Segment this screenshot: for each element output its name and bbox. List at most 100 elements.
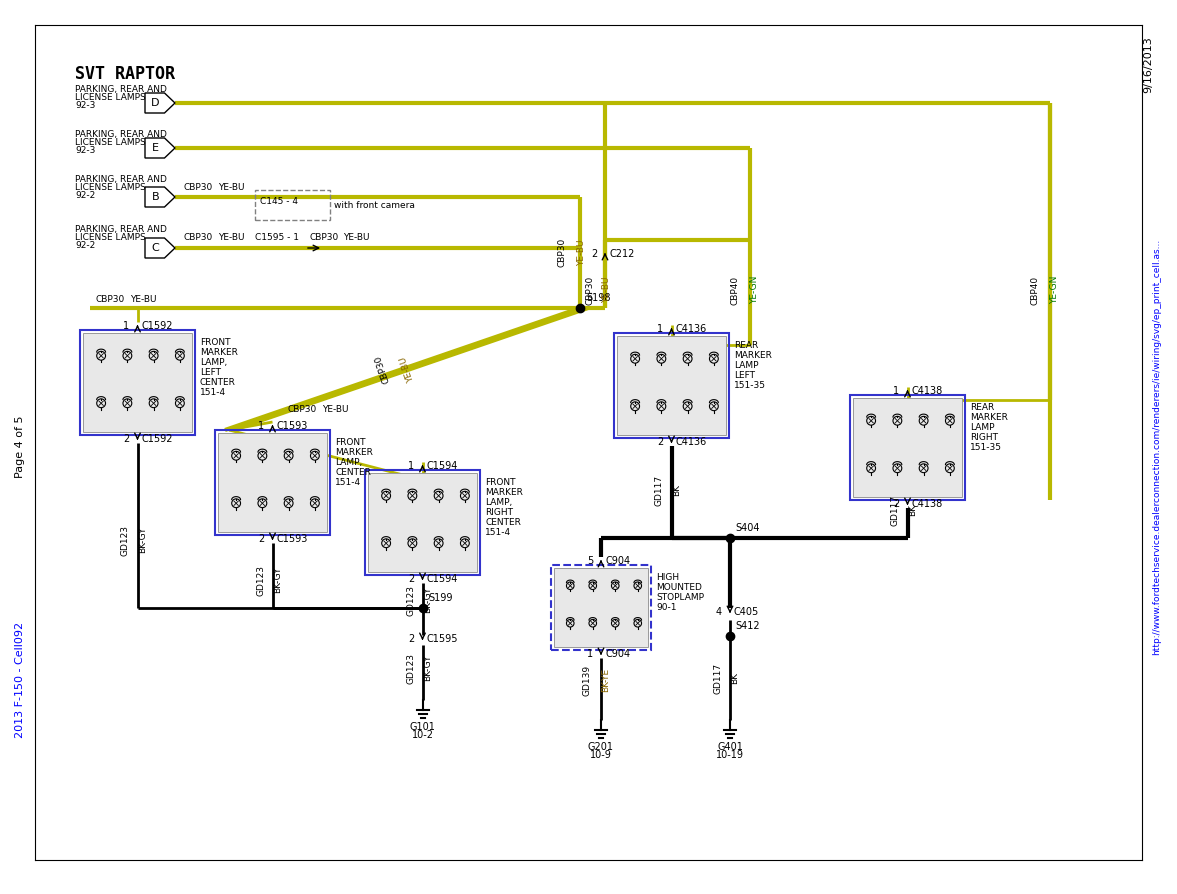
Text: PARKING, REAR AND: PARKING, REAR AND: [75, 225, 167, 234]
Text: LICENSE LAMPS: LICENSE LAMPS: [75, 138, 146, 147]
Text: 1: 1: [259, 421, 265, 431]
Text: YE-GN: YE-GN: [1051, 276, 1059, 304]
Text: BK-GY: BK-GY: [273, 567, 282, 594]
Text: 2: 2: [657, 437, 664, 447]
Bar: [368, 473, 477, 572]
Text: 151-4: 151-4: [200, 388, 226, 397]
Bar: [850, 395, 965, 500]
Bar: [365, 470, 480, 575]
Text: 90-1: 90-1: [656, 603, 677, 612]
Text: C1595 - 1: C1595 - 1: [255, 233, 299, 242]
Text: PARKING, REAR AND: PARKING, REAR AND: [75, 85, 167, 94]
Text: GD117: GD117: [891, 494, 900, 526]
Text: C4136: C4136: [676, 437, 706, 447]
Text: CENTER: CENTER: [485, 518, 521, 527]
Text: C1593: C1593: [277, 534, 308, 544]
Text: BK: BK: [907, 504, 917, 516]
Text: BK-GY: BK-GY: [423, 654, 432, 681]
Text: PARKING, REAR AND: PARKING, REAR AND: [75, 175, 167, 184]
Text: CBP40: CBP40: [731, 275, 739, 305]
Text: CBP30: CBP30: [310, 233, 339, 242]
Text: Page 4 of 5: Page 4 of 5: [15, 416, 25, 478]
Text: LEFT: LEFT: [200, 368, 221, 377]
Text: RIGHT: RIGHT: [485, 508, 513, 517]
Text: C1594: C1594: [426, 574, 458, 584]
Text: C1595: C1595: [426, 634, 458, 644]
Text: B: B: [152, 192, 159, 202]
Text: C1593: C1593: [277, 421, 308, 431]
Text: BK-GY: BK-GY: [138, 527, 147, 553]
Text: G201: G201: [588, 742, 614, 752]
Text: MOUNTED: MOUNTED: [656, 583, 701, 592]
Bar: [554, 568, 649, 647]
Text: 92-3: 92-3: [75, 146, 95, 155]
Bar: [80, 330, 195, 435]
Text: YE-BU: YE-BU: [218, 233, 245, 242]
Text: 151-35: 151-35: [734, 381, 766, 390]
Text: LAMP,: LAMP,: [485, 498, 512, 507]
Bar: [853, 398, 962, 497]
Text: C: C: [152, 243, 159, 253]
Text: D: D: [152, 98, 160, 108]
Text: CBP30: CBP30: [182, 233, 212, 242]
Text: http://www.fordtechservice.dealerconnection.com/renderers/ie/wiring/svg/ep_print: http://www.fordtechservice.dealerconnect…: [1152, 239, 1162, 655]
Text: C212: C212: [609, 249, 634, 259]
Text: GD117: GD117: [654, 475, 664, 506]
Text: 10-19: 10-19: [716, 750, 744, 760]
Text: 1: 1: [587, 649, 593, 659]
Text: MARKER: MARKER: [485, 488, 523, 497]
Text: STOPLAMP: STOPLAMP: [656, 593, 704, 602]
Text: 92-2: 92-2: [75, 241, 95, 250]
Text: C4136: C4136: [676, 324, 706, 334]
Text: 151-4: 151-4: [485, 528, 511, 537]
Text: GD139: GD139: [583, 664, 592, 696]
Text: 1: 1: [893, 386, 899, 396]
Text: 1: 1: [408, 461, 414, 471]
Text: MARKER: MARKER: [200, 348, 238, 357]
Text: CBP30: CBP30: [182, 182, 212, 191]
Text: 2: 2: [124, 434, 129, 444]
Bar: [215, 430, 330, 535]
Text: LAMP,: LAMP,: [335, 458, 363, 467]
Text: CBP30: CBP30: [373, 354, 392, 384]
Text: 5: 5: [587, 556, 593, 566]
Text: YE-GN: YE-GN: [751, 276, 759, 304]
Text: LAMP: LAMP: [970, 423, 995, 432]
Bar: [255, 190, 330, 220]
Text: YE-BU: YE-BU: [578, 240, 586, 266]
Text: 9/16/2013: 9/16/2013: [1143, 37, 1153, 93]
Text: 10-2: 10-2: [412, 730, 433, 740]
Text: C4138: C4138: [911, 499, 943, 509]
Text: G401: G401: [717, 742, 743, 752]
Text: BK: BK: [672, 484, 681, 496]
Text: BK-YE: BK-YE: [601, 668, 611, 692]
Text: LICENSE LAMPS: LICENSE LAMPS: [75, 183, 146, 192]
Text: GD123: GD123: [121, 525, 129, 555]
Text: BK-GY: BK-GY: [423, 586, 432, 613]
Text: 2: 2: [893, 499, 899, 509]
Text: YE-BU: YE-BU: [218, 182, 245, 191]
Bar: [614, 333, 729, 438]
Bar: [551, 565, 651, 650]
Text: CENTER: CENTER: [335, 468, 371, 477]
Text: FRONT: FRONT: [200, 338, 231, 347]
Bar: [218, 433, 327, 532]
Text: C1592: C1592: [141, 434, 173, 444]
Text: REAR: REAR: [970, 403, 995, 412]
Text: E: E: [152, 143, 159, 153]
Text: RIGHT: RIGHT: [970, 433, 998, 442]
Text: LICENSE LAMPS: LICENSE LAMPS: [75, 233, 146, 242]
Text: 2: 2: [591, 249, 597, 259]
Text: LICENSE LAMPS: LICENSE LAMPS: [75, 93, 146, 102]
Text: YE-BU: YE-BU: [322, 406, 350, 415]
Text: 2: 2: [408, 574, 414, 584]
Text: 2: 2: [408, 634, 414, 644]
Text: CBP30: CBP30: [558, 238, 566, 267]
Text: LAMP,: LAMP,: [200, 358, 227, 367]
Text: C4138: C4138: [911, 386, 943, 396]
Text: CBP30: CBP30: [287, 406, 317, 415]
Text: GD123: GD123: [406, 653, 415, 684]
Text: GD123: GD123: [257, 564, 265, 595]
Text: 92-2: 92-2: [75, 191, 95, 200]
Text: MARKER: MARKER: [734, 351, 772, 360]
